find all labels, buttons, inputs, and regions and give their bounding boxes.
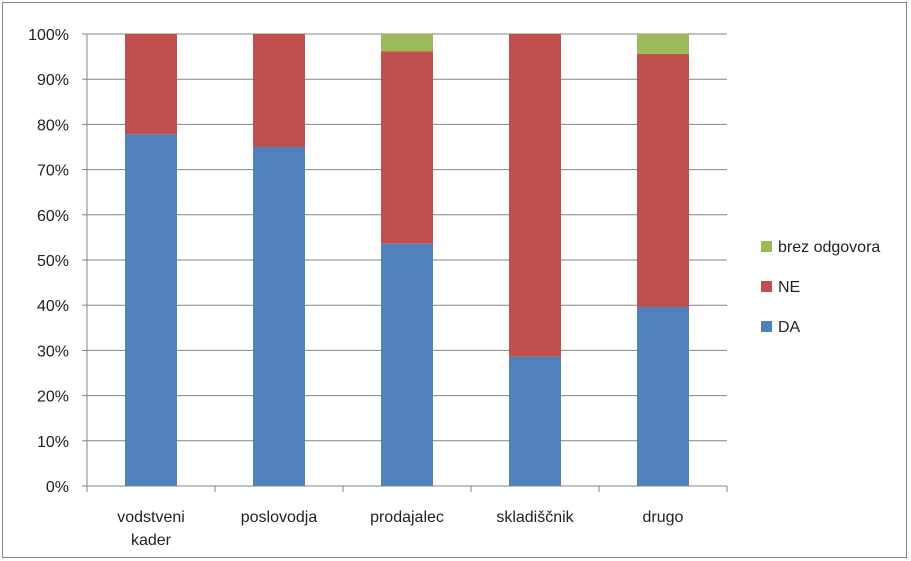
legend-label: DA xyxy=(778,319,801,336)
bar-da xyxy=(637,307,689,486)
bar-ne xyxy=(637,53,689,308)
y-tick-label: 20% xyxy=(37,389,69,406)
bar-ne xyxy=(253,34,305,147)
y-tick-label: 90% xyxy=(37,72,69,89)
y-tick-label: 60% xyxy=(37,208,69,225)
y-tick-label: 0% xyxy=(46,479,69,496)
y-tick-label: 70% xyxy=(37,163,69,180)
bar-brez-odgovora xyxy=(637,34,689,54)
y-tick-label: 40% xyxy=(37,298,69,315)
x-tick-label: drugo xyxy=(643,509,684,526)
x-tick-label: poslovodja xyxy=(241,509,318,526)
bar-ne xyxy=(125,34,177,135)
legend-swatch xyxy=(761,321,772,332)
bar-da xyxy=(509,356,561,486)
bar-da xyxy=(381,243,433,486)
bar-brez-odgovora xyxy=(381,34,433,52)
legend-label: brez odgovora xyxy=(778,239,880,256)
legend-label: NE xyxy=(778,279,800,296)
legend-swatch xyxy=(761,281,772,292)
y-tick-label: 30% xyxy=(37,343,69,360)
x-tick-label: skladiščnik xyxy=(496,509,574,526)
bar-ne xyxy=(509,34,561,357)
y-tick-label: 50% xyxy=(37,253,69,270)
x-tick-label: vodstveni xyxy=(117,509,185,526)
bar-ne xyxy=(381,51,433,244)
y-tick-label: 80% xyxy=(37,117,69,134)
x-tick-label: prodajalec xyxy=(370,509,444,526)
bar-da xyxy=(125,134,177,486)
legend-swatch xyxy=(761,241,772,252)
y-tick-label: 100% xyxy=(28,27,69,44)
y-tick-label: 10% xyxy=(37,434,69,451)
bar-da xyxy=(253,147,305,486)
x-tick-label: kader xyxy=(131,532,172,549)
